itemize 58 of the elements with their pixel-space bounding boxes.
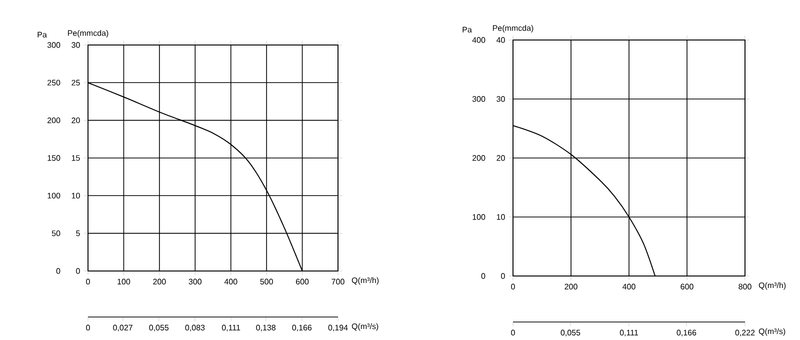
x2-tick-label: 0,083	[185, 324, 205, 332]
y2-axis-title: Pe(mmcda)	[492, 25, 534, 33]
x2-axis-title: Q(m³/s)	[352, 323, 378, 331]
y-tick-label: 50	[52, 230, 60, 236]
x-tick-label: 0	[86, 278, 90, 285]
y2-tick-label: 5	[76, 230, 80, 236]
x-tick-label: 200	[153, 278, 166, 285]
x2-tick-label: 0	[511, 330, 515, 336]
x2-tick-label: 0	[86, 324, 90, 331]
y-tick-label: 300	[472, 96, 486, 102]
y2-tick-label: 20	[496, 155, 505, 161]
x2-tick-label: 0,055	[560, 330, 580, 337]
y2-tick-label: 0	[501, 273, 505, 279]
y-tick-label: 200	[472, 155, 486, 161]
x-tick-label: 500	[260, 278, 273, 285]
x2-tick-label: 0,194	[328, 324, 348, 332]
y-tick-label: 300	[47, 42, 60, 48]
y2-axis-title: Pe(mmcda)	[68, 30, 108, 38]
y2-tick-label: 0	[76, 268, 80, 274]
x-tick-label: 100	[118, 278, 130, 285]
y2-tick-label: 10	[72, 192, 80, 199]
x-tick-label: 300	[188, 278, 202, 285]
x2-tick-label: 0,138	[256, 324, 276, 332]
x2-tick-label: 0,166	[292, 324, 312, 332]
y2-tick-label: 40	[496, 37, 505, 43]
x-tick-label: 0	[511, 284, 515, 290]
x-axis-title: Q(m³/h)	[758, 282, 786, 290]
y-tick-label: 0	[56, 268, 60, 274]
y2-tick-label: 30	[496, 96, 505, 102]
y2-tick-label: 10	[496, 214, 505, 220]
x2-tick-label: 0,055	[149, 324, 169, 332]
y2-tick-label: 30	[72, 42, 80, 48]
y2-tick-label: 15	[72, 155, 80, 161]
x2-tick-label: 0,166	[676, 330, 696, 337]
y-tick-label: 250	[48, 80, 60, 86]
x2-tick-label: 0,027	[113, 324, 132, 332]
y2-tick-label: 25	[72, 80, 80, 86]
x-tick-label: 800	[738, 284, 752, 290]
y-tick-label: 100	[472, 214, 486, 220]
y-axis-title: Pa	[38, 32, 47, 38]
x-axis-title: Q(m³/h)	[352, 277, 379, 285]
y-tick-label: 200	[48, 118, 60, 124]
x2-tick-label: 0,111	[620, 330, 638, 337]
x-tick-label: 200	[564, 284, 578, 290]
y-tick-label: 150	[48, 155, 60, 161]
y-tick-label: 0	[481, 273, 486, 279]
x-tick-label: 600	[680, 284, 694, 290]
y2-tick-label: 20	[72, 118, 80, 124]
y-tick-label: 400	[472, 37, 486, 43]
x-tick-label: 400	[622, 284, 636, 290]
x2-tick-label: 0,111	[222, 324, 240, 332]
x-tick-label: 400	[224, 278, 238, 285]
y-tick-label: 100	[48, 192, 60, 199]
y-axis-title: Pa	[462, 27, 472, 33]
x-tick-label: 600	[296, 278, 309, 285]
x2-axis-title: Q(m³/s)	[758, 328, 786, 336]
x-tick-label: 700	[332, 278, 344, 285]
x2-tick-label: 0,222	[735, 330, 755, 337]
